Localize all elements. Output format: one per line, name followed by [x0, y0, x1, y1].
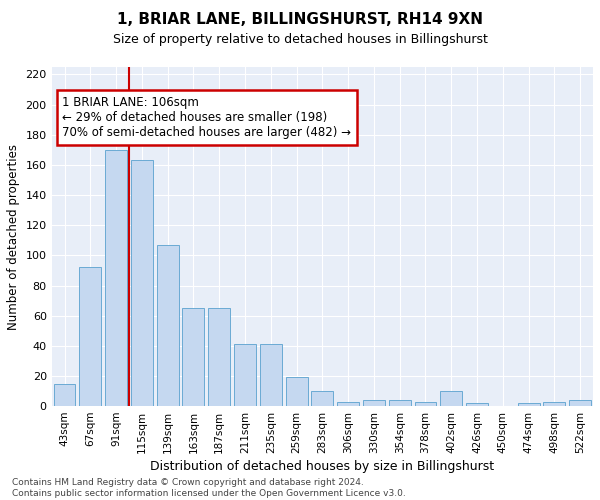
Bar	[131, 160, 153, 406]
Bar	[569, 400, 591, 406]
Bar	[260, 344, 282, 406]
Bar	[105, 150, 127, 406]
Bar	[440, 391, 462, 406]
Bar	[337, 402, 359, 406]
Bar	[208, 308, 230, 406]
Bar	[53, 384, 76, 406]
Y-axis label: Number of detached properties: Number of detached properties	[7, 144, 20, 330]
Text: 1, BRIAR LANE, BILLINGSHURST, RH14 9XN: 1, BRIAR LANE, BILLINGSHURST, RH14 9XN	[117, 12, 483, 28]
Bar	[363, 400, 385, 406]
Text: 1 BRIAR LANE: 106sqm
← 29% of detached houses are smaller (198)
70% of semi-deta: 1 BRIAR LANE: 106sqm ← 29% of detached h…	[62, 96, 352, 139]
Bar	[544, 402, 565, 406]
Bar	[466, 403, 488, 406]
Text: Size of property relative to detached houses in Billingshurst: Size of property relative to detached ho…	[113, 32, 487, 46]
Bar	[311, 391, 333, 406]
Bar	[389, 400, 410, 406]
Bar	[157, 245, 179, 406]
X-axis label: Distribution of detached houses by size in Billingshurst: Distribution of detached houses by size …	[150, 460, 494, 473]
Bar	[518, 403, 539, 406]
Text: Contains HM Land Registry data © Crown copyright and database right 2024.
Contai: Contains HM Land Registry data © Crown c…	[12, 478, 406, 498]
Bar	[182, 308, 205, 406]
Bar	[415, 402, 436, 406]
Bar	[234, 344, 256, 406]
Bar	[286, 378, 308, 406]
Bar	[79, 268, 101, 406]
